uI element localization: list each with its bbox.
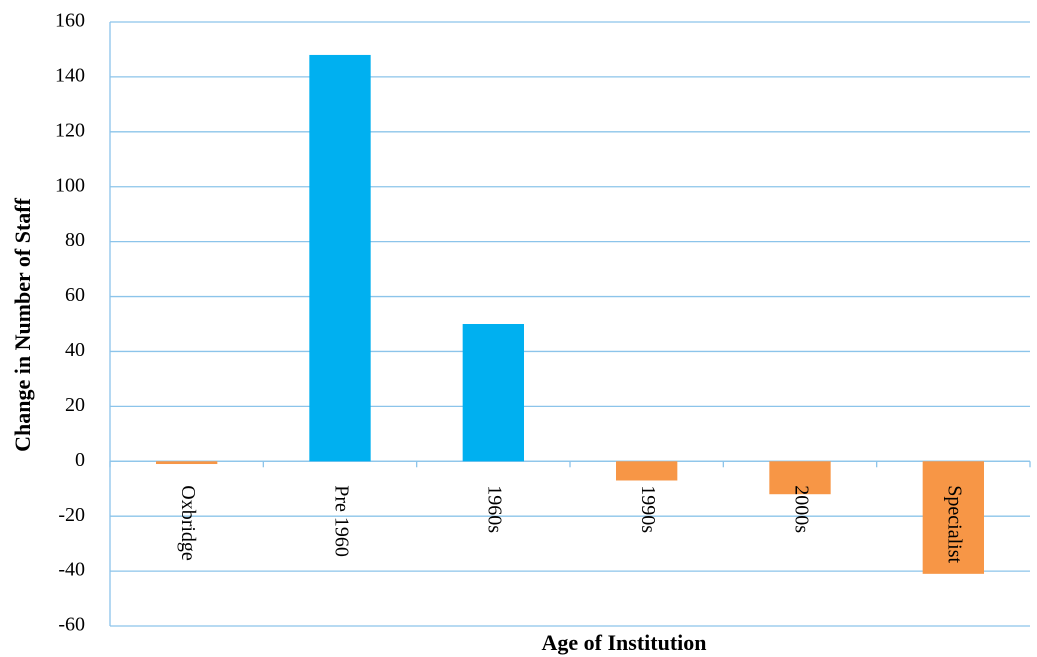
bar [922, 461, 984, 574]
x-tick-label: Oxbridge [177, 485, 199, 561]
x-tick-label: Specialist [944, 485, 966, 563]
x-tick-label: 1960s [484, 485, 506, 533]
x-axis-title: Age of Institution [541, 630, 706, 655]
y-tick-label: 20 [65, 394, 85, 416]
y-tick-label: 60 [65, 284, 85, 306]
x-tick-label: Pre 1960 [330, 485, 352, 557]
x-tick-label: 1990s [637, 485, 659, 533]
bar [616, 461, 678, 481]
x-tick-label: 2000s [790, 485, 812, 533]
y-axis-title: Change in Number of Staff [10, 197, 35, 452]
bar [156, 461, 218, 465]
y-tick-label: 160 [55, 10, 85, 32]
y-tick-label: 80 [65, 229, 85, 251]
y-tick-label: -20 [58, 504, 85, 526]
y-tick-label: -40 [58, 559, 85, 581]
y-tick-label: 100 [55, 174, 85, 196]
bar [309, 54, 371, 462]
bar [462, 324, 524, 462]
x-title-bg [480, 630, 780, 657]
y-tick-label: -60 [58, 614, 85, 636]
y-tick-label: 0 [75, 449, 85, 471]
bar [769, 461, 831, 495]
y-tick-label: 40 [65, 339, 85, 361]
y-tick-label: 120 [55, 119, 85, 141]
y-tick-label: 140 [55, 65, 85, 87]
